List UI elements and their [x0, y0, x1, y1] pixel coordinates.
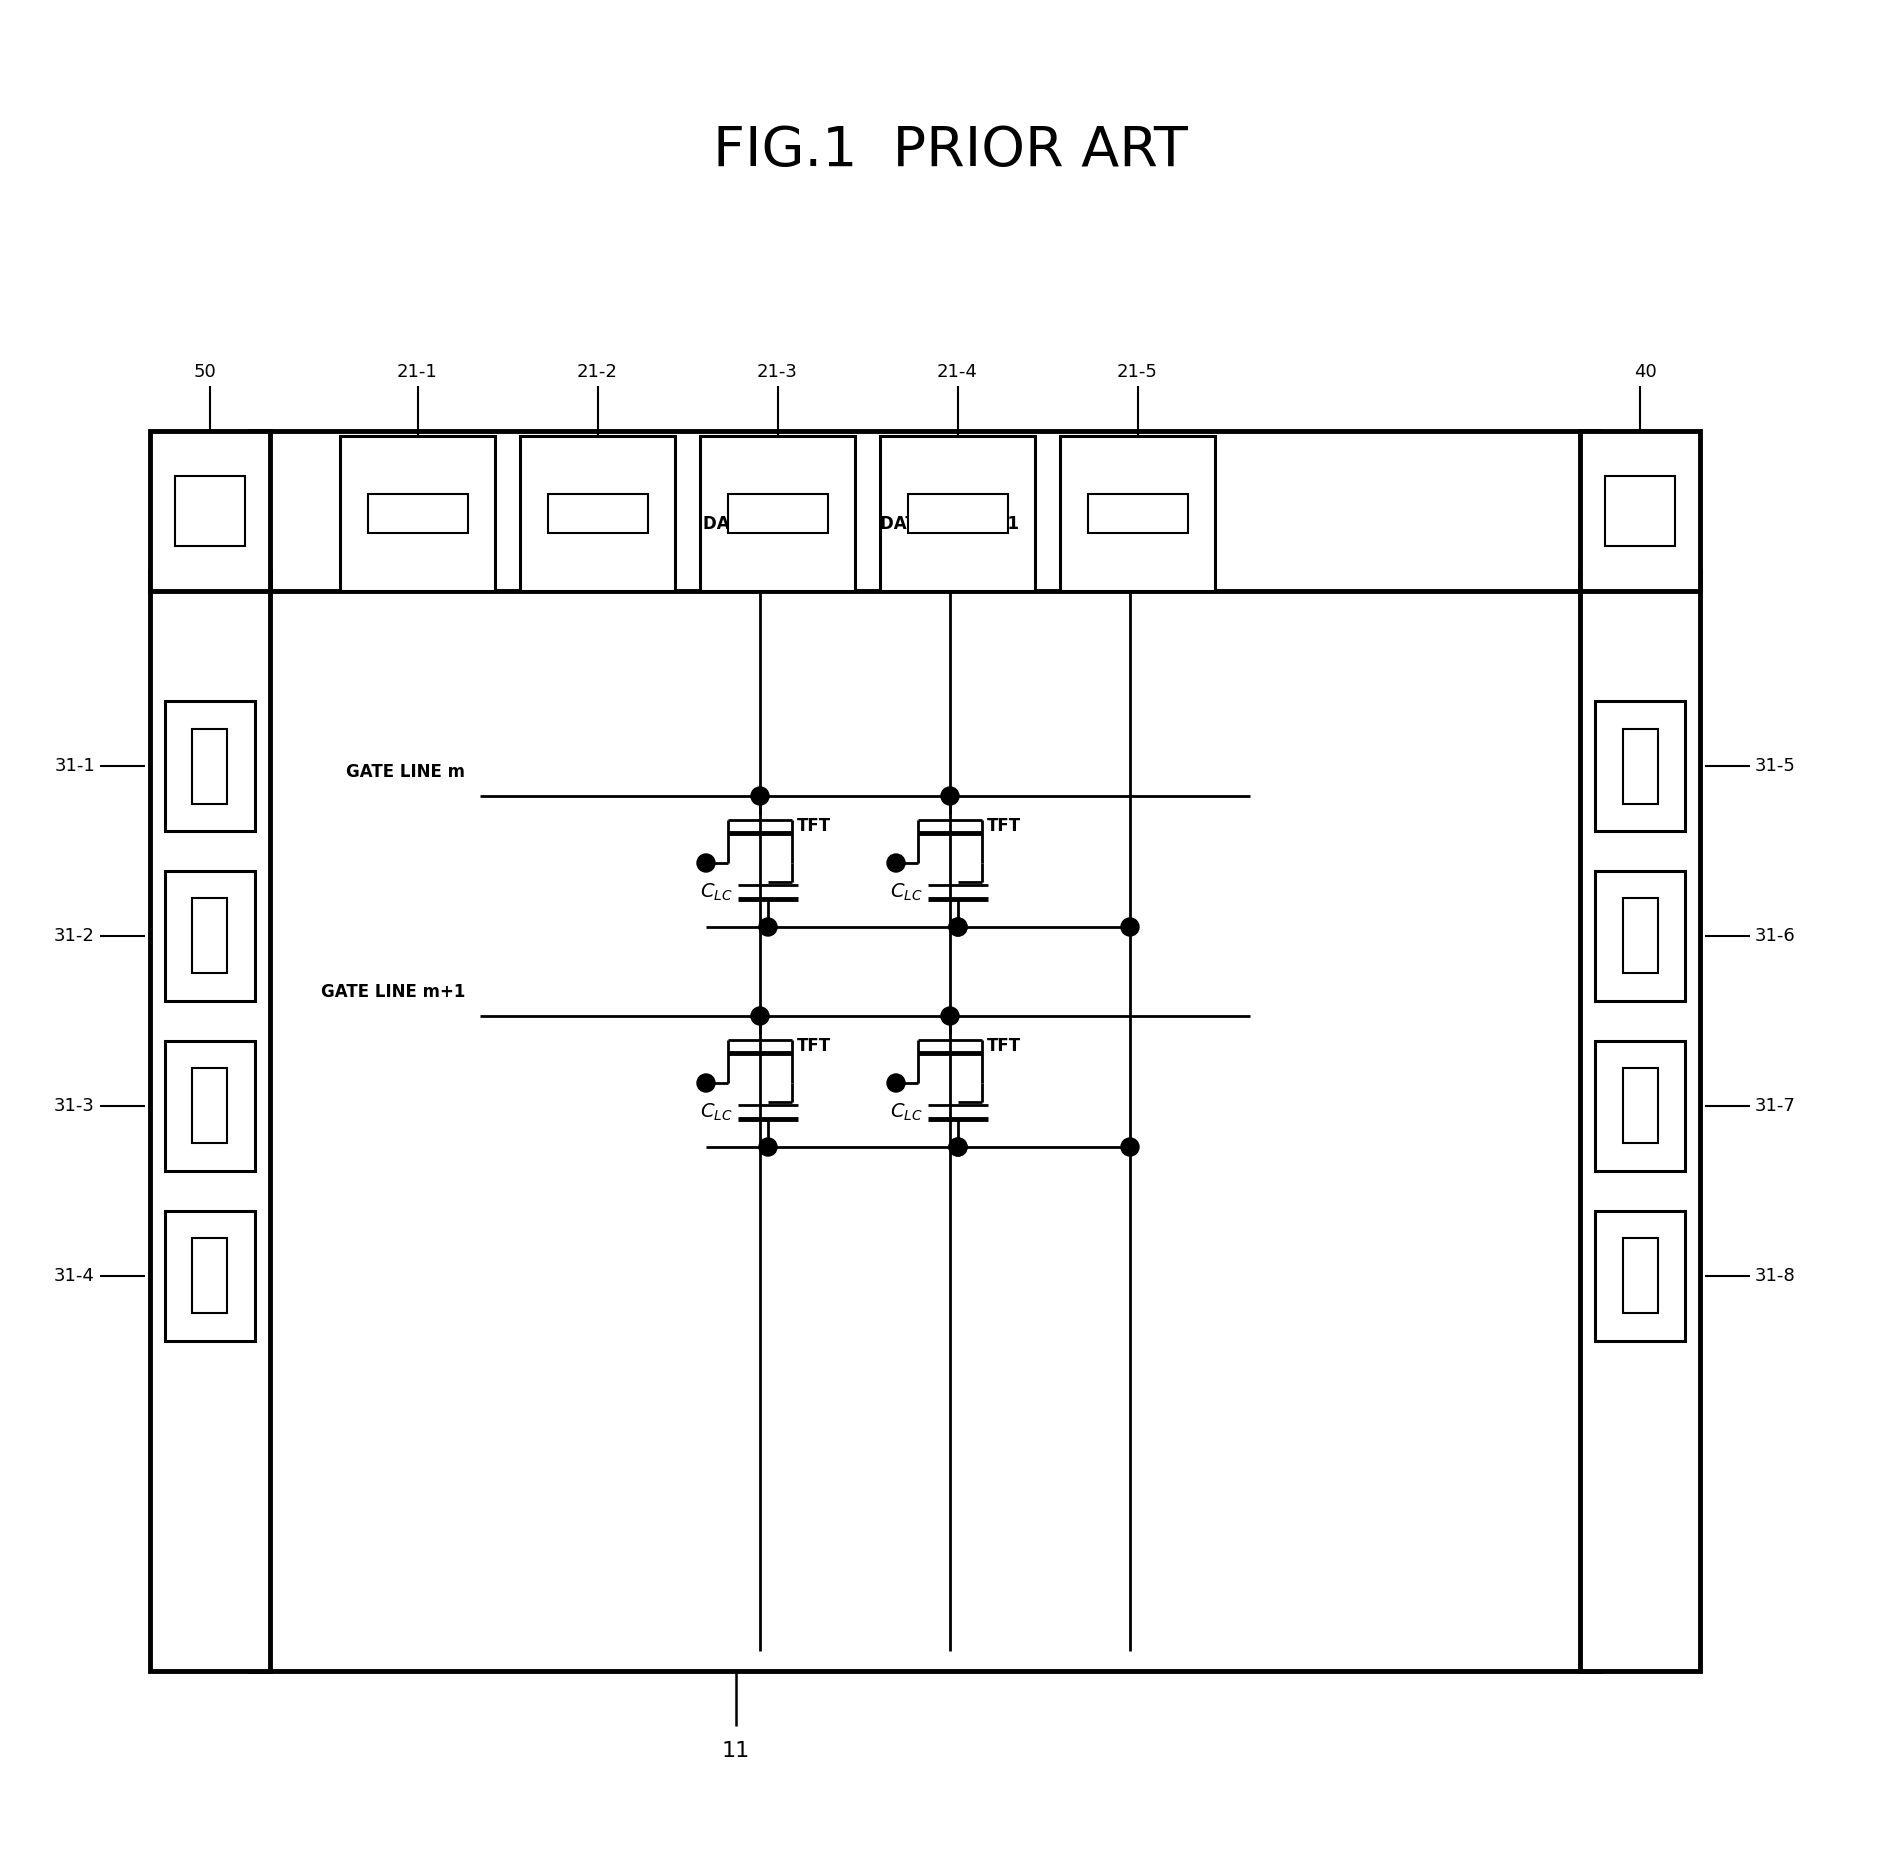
Bar	[340, 437, 495, 590]
Text: 21-3: 21-3	[757, 363, 797, 381]
Text: 31-1: 31-1	[55, 757, 95, 776]
Circle shape	[941, 787, 958, 805]
Circle shape	[697, 1074, 716, 1092]
Bar	[1579, 431, 1699, 590]
Circle shape	[759, 918, 776, 937]
Bar	[1594, 872, 1684, 1001]
Bar	[150, 570, 270, 1671]
Circle shape	[750, 1007, 769, 1025]
Text: 40: 40	[1632, 363, 1655, 381]
Bar	[1594, 1211, 1684, 1340]
Text: GATE LINE m+1: GATE LINE m+1	[321, 983, 465, 1001]
Text: TFT: TFT	[987, 1037, 1021, 1055]
Bar	[175, 476, 245, 546]
Bar	[1088, 494, 1186, 533]
Bar	[1604, 476, 1674, 546]
Text: 31-8: 31-8	[1754, 1266, 1796, 1285]
Bar	[520, 437, 674, 590]
Text: $C_{LC}$: $C_{LC}$	[700, 1101, 733, 1124]
Bar	[879, 437, 1034, 590]
Circle shape	[949, 1138, 966, 1157]
Bar	[192, 729, 228, 803]
Text: 31-4: 31-4	[55, 1266, 95, 1285]
Bar	[192, 1238, 228, 1314]
Text: DATA LINE n+1: DATA LINE n+1	[881, 515, 1019, 533]
Text: 31-6: 31-6	[1754, 927, 1796, 946]
Bar	[165, 702, 254, 831]
Text: 21-2: 21-2	[577, 363, 617, 381]
Circle shape	[750, 787, 769, 805]
Circle shape	[941, 1007, 958, 1025]
Circle shape	[697, 853, 716, 872]
Bar	[165, 872, 254, 1001]
Text: $C_{LC}$: $C_{LC}$	[700, 881, 733, 903]
Text: 21-4: 21-4	[936, 363, 977, 381]
Bar	[1594, 1040, 1684, 1172]
Bar	[700, 437, 854, 590]
Bar	[547, 494, 647, 533]
Text: 50: 50	[194, 363, 216, 381]
Bar	[1579, 570, 1699, 1671]
Text: FIG.1  PRIOR ART: FIG.1 PRIOR ART	[712, 124, 1186, 178]
Text: 21-5: 21-5	[1116, 363, 1158, 381]
Bar	[150, 431, 270, 590]
Circle shape	[949, 918, 966, 937]
Bar	[1621, 1068, 1657, 1144]
Text: TFT: TFT	[987, 816, 1021, 835]
Bar	[1621, 898, 1657, 974]
Text: 31-5: 31-5	[1754, 757, 1796, 776]
Text: $C_{LC}$: $C_{LC}$	[890, 881, 922, 903]
Text: GATE LINE m: GATE LINE m	[345, 763, 465, 781]
Bar	[368, 494, 467, 533]
Text: $C_{LC}$: $C_{LC}$	[890, 1101, 922, 1124]
Text: 21-1: 21-1	[397, 363, 438, 381]
Text: TFT: TFT	[797, 816, 831, 835]
Bar	[192, 898, 228, 974]
Text: TFT: TFT	[797, 1037, 831, 1055]
Circle shape	[886, 1074, 905, 1092]
Bar	[1621, 729, 1657, 803]
Bar	[907, 494, 1008, 533]
Bar	[1059, 437, 1215, 590]
Text: 31-3: 31-3	[55, 1098, 95, 1114]
Text: 11: 11	[721, 1742, 750, 1760]
Bar	[1621, 1238, 1657, 1314]
Circle shape	[1120, 1138, 1139, 1157]
Text: 31-7: 31-7	[1754, 1098, 1796, 1114]
Text: VCOM: VCOM	[1101, 515, 1158, 533]
Bar	[165, 1211, 254, 1340]
Bar	[727, 494, 828, 533]
Bar	[251, 520, 1600, 1671]
Bar	[251, 431, 1600, 590]
Text: 31-2: 31-2	[55, 927, 95, 946]
Bar	[270, 576, 1570, 1657]
Circle shape	[759, 1138, 776, 1157]
Circle shape	[886, 853, 905, 872]
Bar	[192, 1068, 228, 1144]
Circle shape	[949, 918, 966, 937]
Circle shape	[949, 1138, 966, 1157]
Circle shape	[1120, 918, 1139, 937]
Text: DATA LINE n: DATA LINE n	[702, 515, 816, 533]
Bar	[165, 1040, 254, 1172]
Bar	[1594, 702, 1684, 831]
